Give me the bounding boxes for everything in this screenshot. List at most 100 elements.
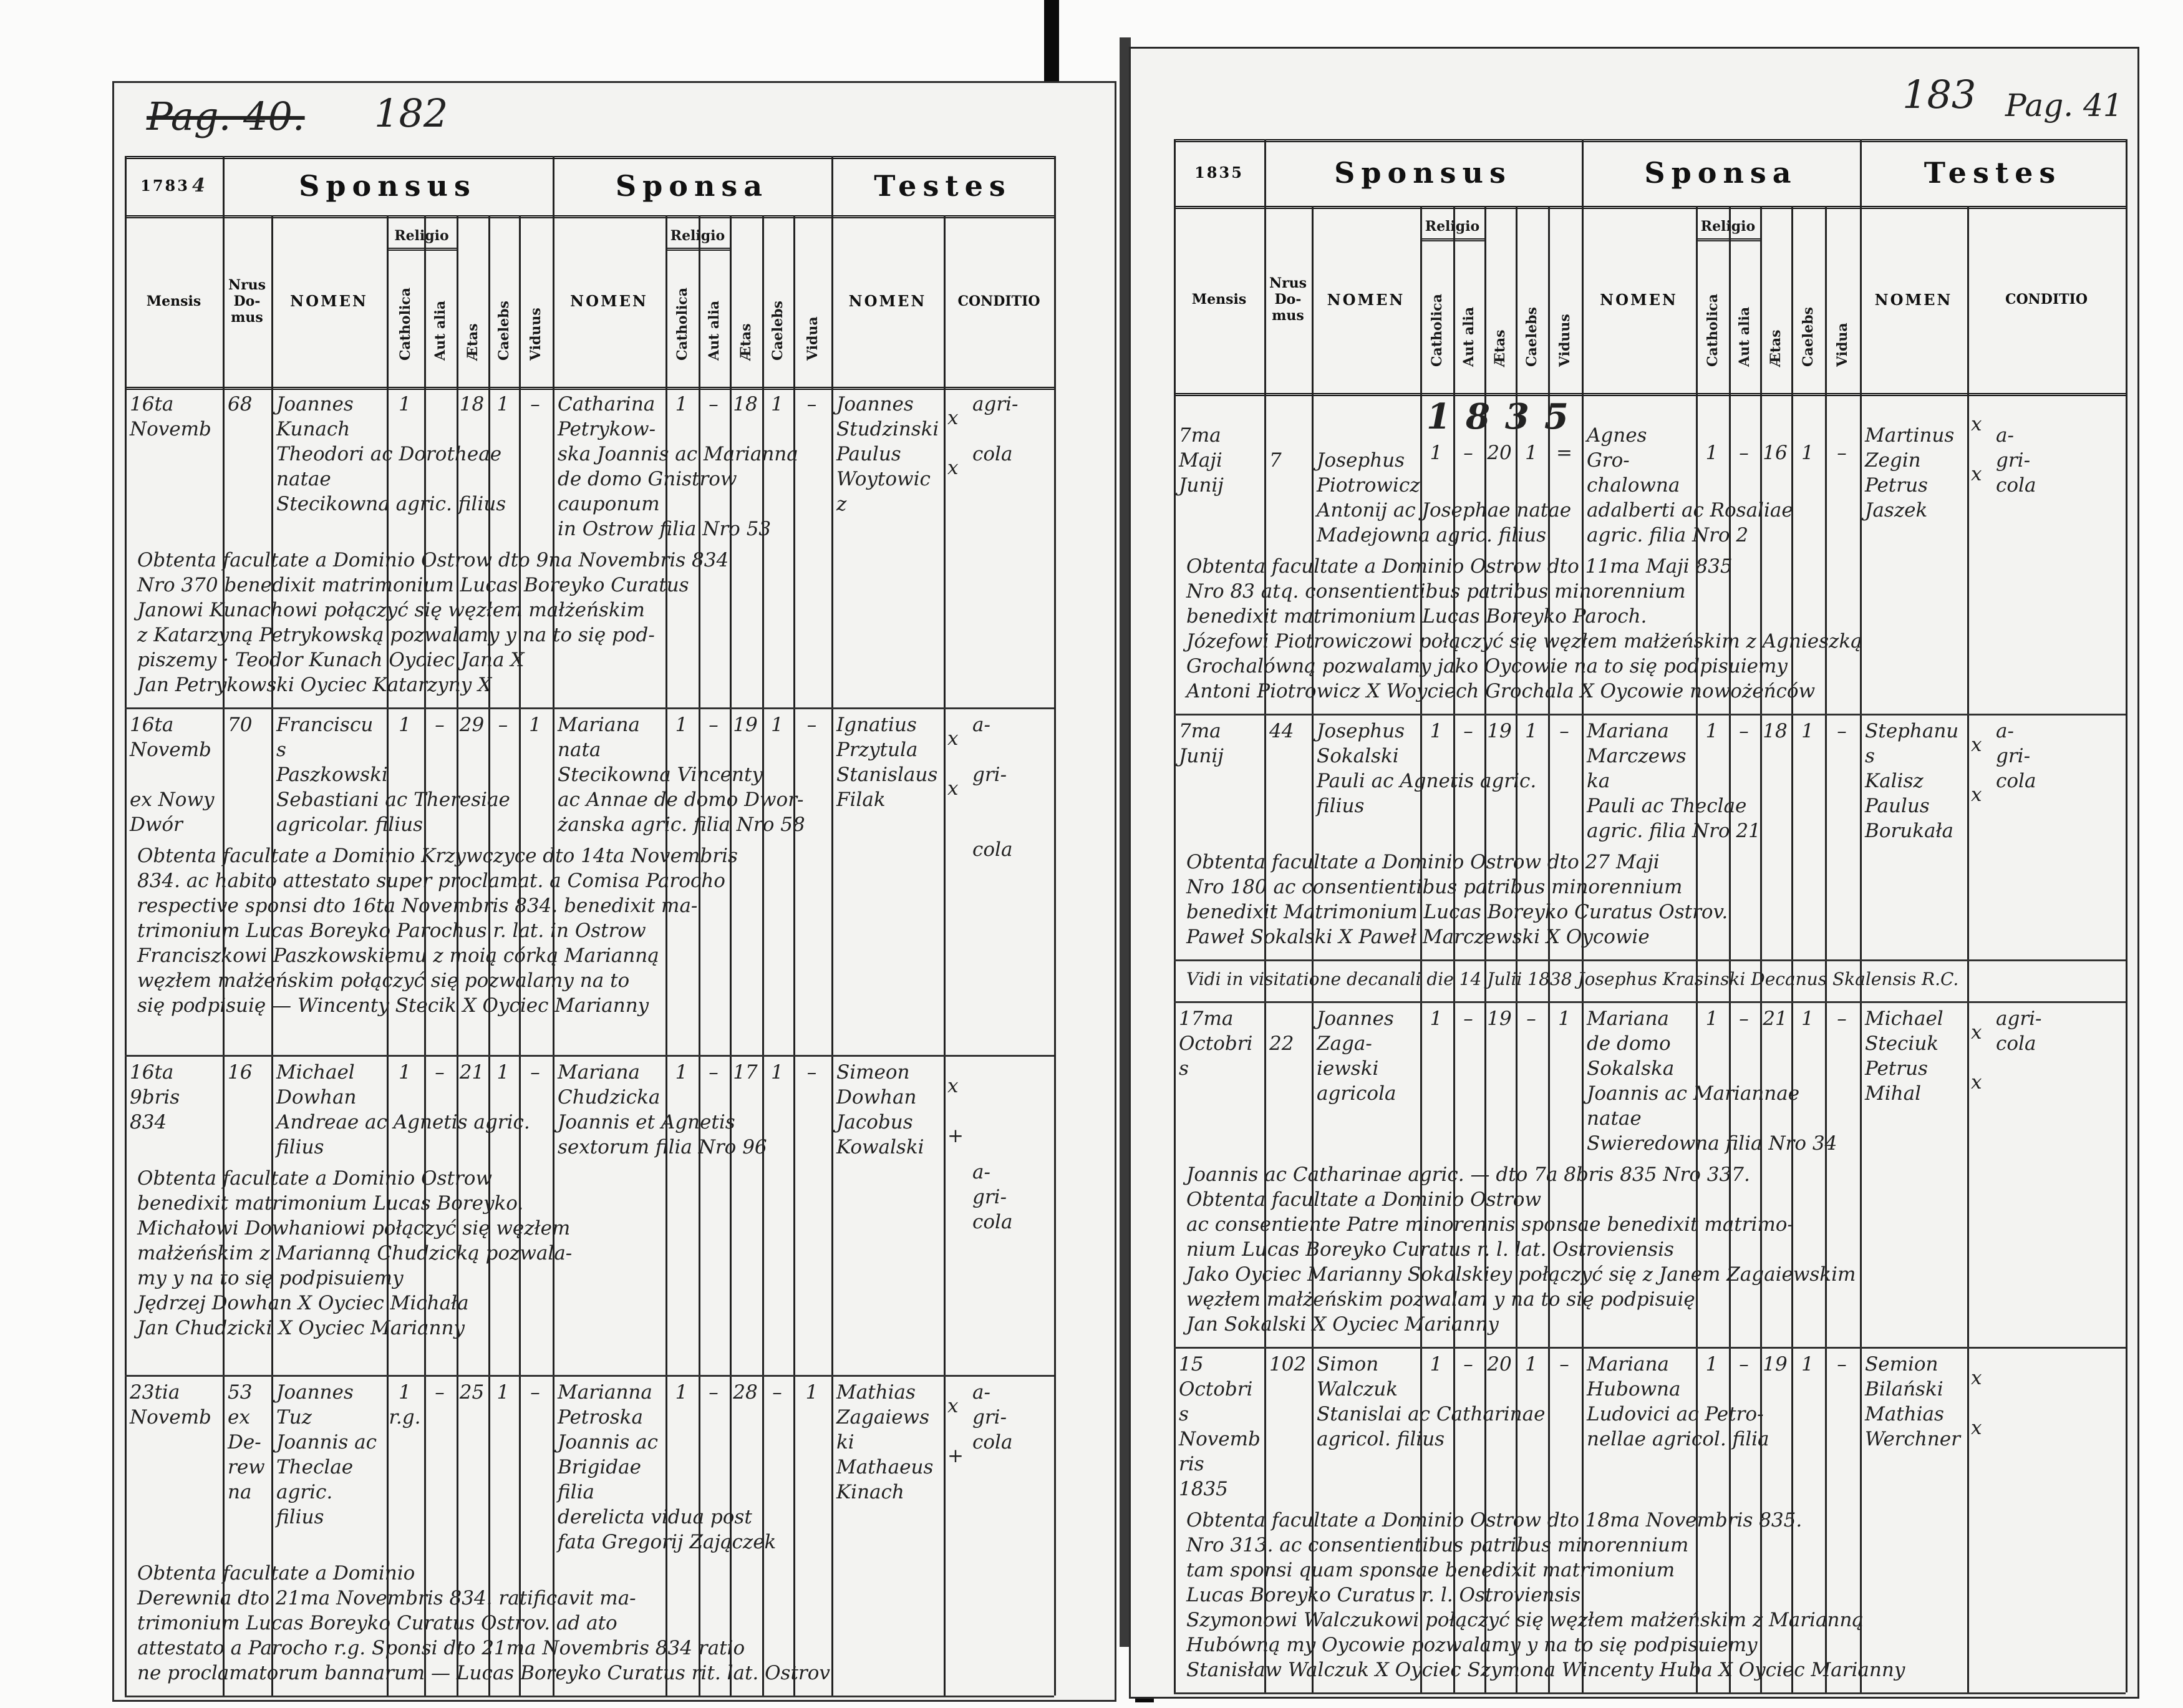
- sponsus-aut_alia-header: Aut alia: [1461, 306, 1477, 367]
- column-rule: [1696, 206, 1698, 1692]
- groom-register-mark: 1: [1525, 1353, 1537, 1376]
- sponsus-viduus-header-cell: Viduus: [1548, 262, 1582, 393]
- groom-register-mark: 1 r.g.: [389, 1381, 421, 1429]
- sponsa-aetas-header: Ætas: [738, 323, 754, 361]
- entry-note-line: Obtenta facultate a Dominio Krzywczyce d…: [137, 845, 738, 867]
- entry-date-line: Octobris: [1179, 1378, 1253, 1425]
- witness-names: Simeon Dowhan Jacobus Kowalski: [836, 1060, 940, 1160]
- groom-name: Joannes Kunach Theodori ac Dorotheae natae…: [276, 392, 549, 517]
- witness-signature-marks: x +: [947, 1074, 969, 1173]
- testes-header: Testes: [874, 168, 1012, 203]
- groom-name-line: Piotrowicz: [1317, 474, 1420, 497]
- entry-house-number-line: 70: [228, 714, 253, 736]
- sponsa-vidua-header-cell: Vidua: [793, 271, 831, 387]
- sponsa-aut_alia-header: Aut alia: [706, 300, 722, 361]
- sponsa-catholica-header-cell: Catholica: [666, 271, 699, 387]
- sponsus-aut_alia-header-cell: Aut alia: [424, 271, 457, 387]
- entry-note-line: Joannis ac Catharinae agric. — dto 7a 8b…: [1186, 1163, 1750, 1186]
- entry-date-line: Novemb: [130, 418, 211, 440]
- witness-signature-marks: x +: [947, 1394, 969, 1493]
- bride-name-line: Agnes Gro-: [1587, 424, 1647, 472]
- bride-register-mark: 17: [733, 1061, 758, 1084]
- groom-name: Simon Walczuk Stanislai ac Catharinae agric…: [1317, 1352, 1578, 1452]
- groom-register-mark: 19: [1487, 1007, 1512, 1030]
- witness-names-line: Paulus: [836, 443, 901, 465]
- witness-names-line: Martinus: [1865, 424, 1955, 447]
- visitation-attestation: Vidi in visitatione decanali die 14 Juli…: [1186, 969, 1959, 989]
- witness-condition-line: a-: [1996, 424, 2014, 447]
- entry-note-line: Obtenta facultate a Dominio Ostrow: [137, 1167, 492, 1190]
- bride-register-mark: –: [806, 1061, 817, 1084]
- witness-condition: a-gri-cola: [1996, 719, 2121, 793]
- left-page-annotation: Pag. 40.: [147, 94, 305, 139]
- marriage-entry: 17ma Octobris 22 Joannes Zaga-iewski agricola…: [1174, 1001, 2126, 1347]
- bride-register-mark: 1: [675, 1061, 688, 1084]
- bride-name-line: Petroska: [558, 1406, 643, 1429]
- witness-names-line: Przytula: [836, 739, 918, 761]
- sponsus-catholica-header: Catholica: [1428, 294, 1445, 367]
- witness-names-line: Zegin: [1865, 449, 1921, 472]
- groom-register-mark: –: [1526, 1007, 1536, 1030]
- entry-note-line: Jako Oyciec Marianny Sokalskiey połączyć…: [1186, 1263, 1856, 1286]
- witness-names-line: Kalisz: [1865, 770, 1924, 792]
- column-rule: [387, 215, 389, 1696]
- groom-name-line: Joannis ac Theclae agric. filius: [276, 1431, 377, 1528]
- witness-names: Michael Steciuk Petrus Mihal: [1865, 1006, 1963, 1106]
- bride-register-mark: 1: [1705, 442, 1718, 464]
- witness-condition-line: gri-: [972, 1406, 1007, 1429]
- witness-condition-line: cola: [1996, 474, 2036, 497]
- header-rule: [1174, 393, 2126, 396]
- entry-notes: Obtenta facultate a Dominio Ostrow dto 1…: [1186, 1508, 1960, 1682]
- entry-note-line: benedixit matrimonium Lucas Boreyko Paro…: [1186, 605, 1647, 628]
- witness-names-line: [1865, 398, 1963, 423]
- bride-register-mark: 1: [1705, 1353, 1718, 1376]
- entry-note-line: respective sponsi dto 16ta Novembris 834…: [137, 895, 698, 917]
- bride-name-line: agric. filia Nro 21: [1587, 820, 1761, 842]
- bride-name-line: Joannis ac Brigidae filia: [558, 1431, 659, 1503]
- year-header: 1835: [1174, 139, 1264, 206]
- marriage-entry: 7ma Maji Junij 7 Josephus Piotrowicz Antonij a…: [1174, 393, 2126, 714]
- witness-mark: x: [1971, 463, 1982, 485]
- bride-name-line: nellae agricol. filia: [1587, 1428, 1769, 1450]
- bride-register-mark: 18: [1763, 720, 1788, 742]
- entry-date-line: Junij: [1179, 745, 1224, 767]
- entry-note-line: attestato a Parocho r.g. Sponsi dto 21ma…: [137, 1637, 745, 1659]
- column-rule: [1967, 206, 1969, 1692]
- column-rule: [1054, 156, 1056, 1696]
- bride-register-mark: –: [709, 1061, 719, 1084]
- table-bottom-rule: [1174, 1692, 2126, 1694]
- entry-divider: [1174, 714, 2126, 716]
- bride-name-line: in Ostrow filia Nro 53: [558, 518, 772, 540]
- entry-note-line: nium Lucas Boreyko Curatus r. l. lat. Os…: [1186, 1238, 1674, 1261]
- sponsus-caelebs-header-cell: Caelebs: [1516, 262, 1548, 393]
- bride-name-line: Petrykow-: [558, 418, 656, 440]
- groom-name-line: Madejowna agric. filius: [1317, 524, 1547, 546]
- entry-date-line: Maji: [1179, 449, 1222, 472]
- column-rule: [831, 156, 833, 1696]
- groom-register-mark: –: [530, 1061, 540, 1084]
- nrus-domus-label: mus: [231, 309, 263, 326]
- witness-condition-line: cola: [972, 838, 1013, 861]
- sponsa-catholica-header-cell: Catholica: [1696, 262, 1729, 393]
- sponsus-viduus-header: Viduus: [528, 308, 544, 361]
- entry-note-line: Franciszkowi Paszkowskiemu z moią córką …: [137, 944, 659, 967]
- entry-note-line: Paweł Sokalski X Paweł Marczewski X Oyco…: [1186, 926, 1650, 948]
- witness-names: Mathias Zagaiewski Mathaeus Kinach: [836, 1380, 940, 1505]
- witness-mark: +: [947, 1125, 964, 1147]
- entry-date-line: 16ta: [130, 393, 174, 415]
- entry-date-line: Novemb: [130, 1406, 211, 1429]
- witness-condition-line: a-: [972, 1161, 990, 1183]
- bride-register-mark: –: [1739, 1353, 1749, 1376]
- sponsus-catholica-header-cell: Catholica: [387, 271, 424, 387]
- entry-note-line: Jan Chudzicki X Oyciec Marianny: [137, 1317, 465, 1339]
- witness-mark: x: [1971, 413, 1982, 435]
- witness-names-line: Steciuk: [1865, 1032, 1939, 1055]
- mensis-header: Mensis: [146, 293, 201, 309]
- header-rule: [125, 156, 1054, 159]
- marriage-entry: 16ta 9bris 834 16 Michael Dowhan Andreae ac Ag…: [125, 1055, 1054, 1375]
- witness-names-line: Filak: [836, 788, 886, 811]
- entry-date-line: 15: [1179, 1353, 1204, 1376]
- sponsa-aut_alia-header: Aut alia: [1736, 306, 1753, 367]
- groom-name-line: filius: [1317, 795, 1365, 817]
